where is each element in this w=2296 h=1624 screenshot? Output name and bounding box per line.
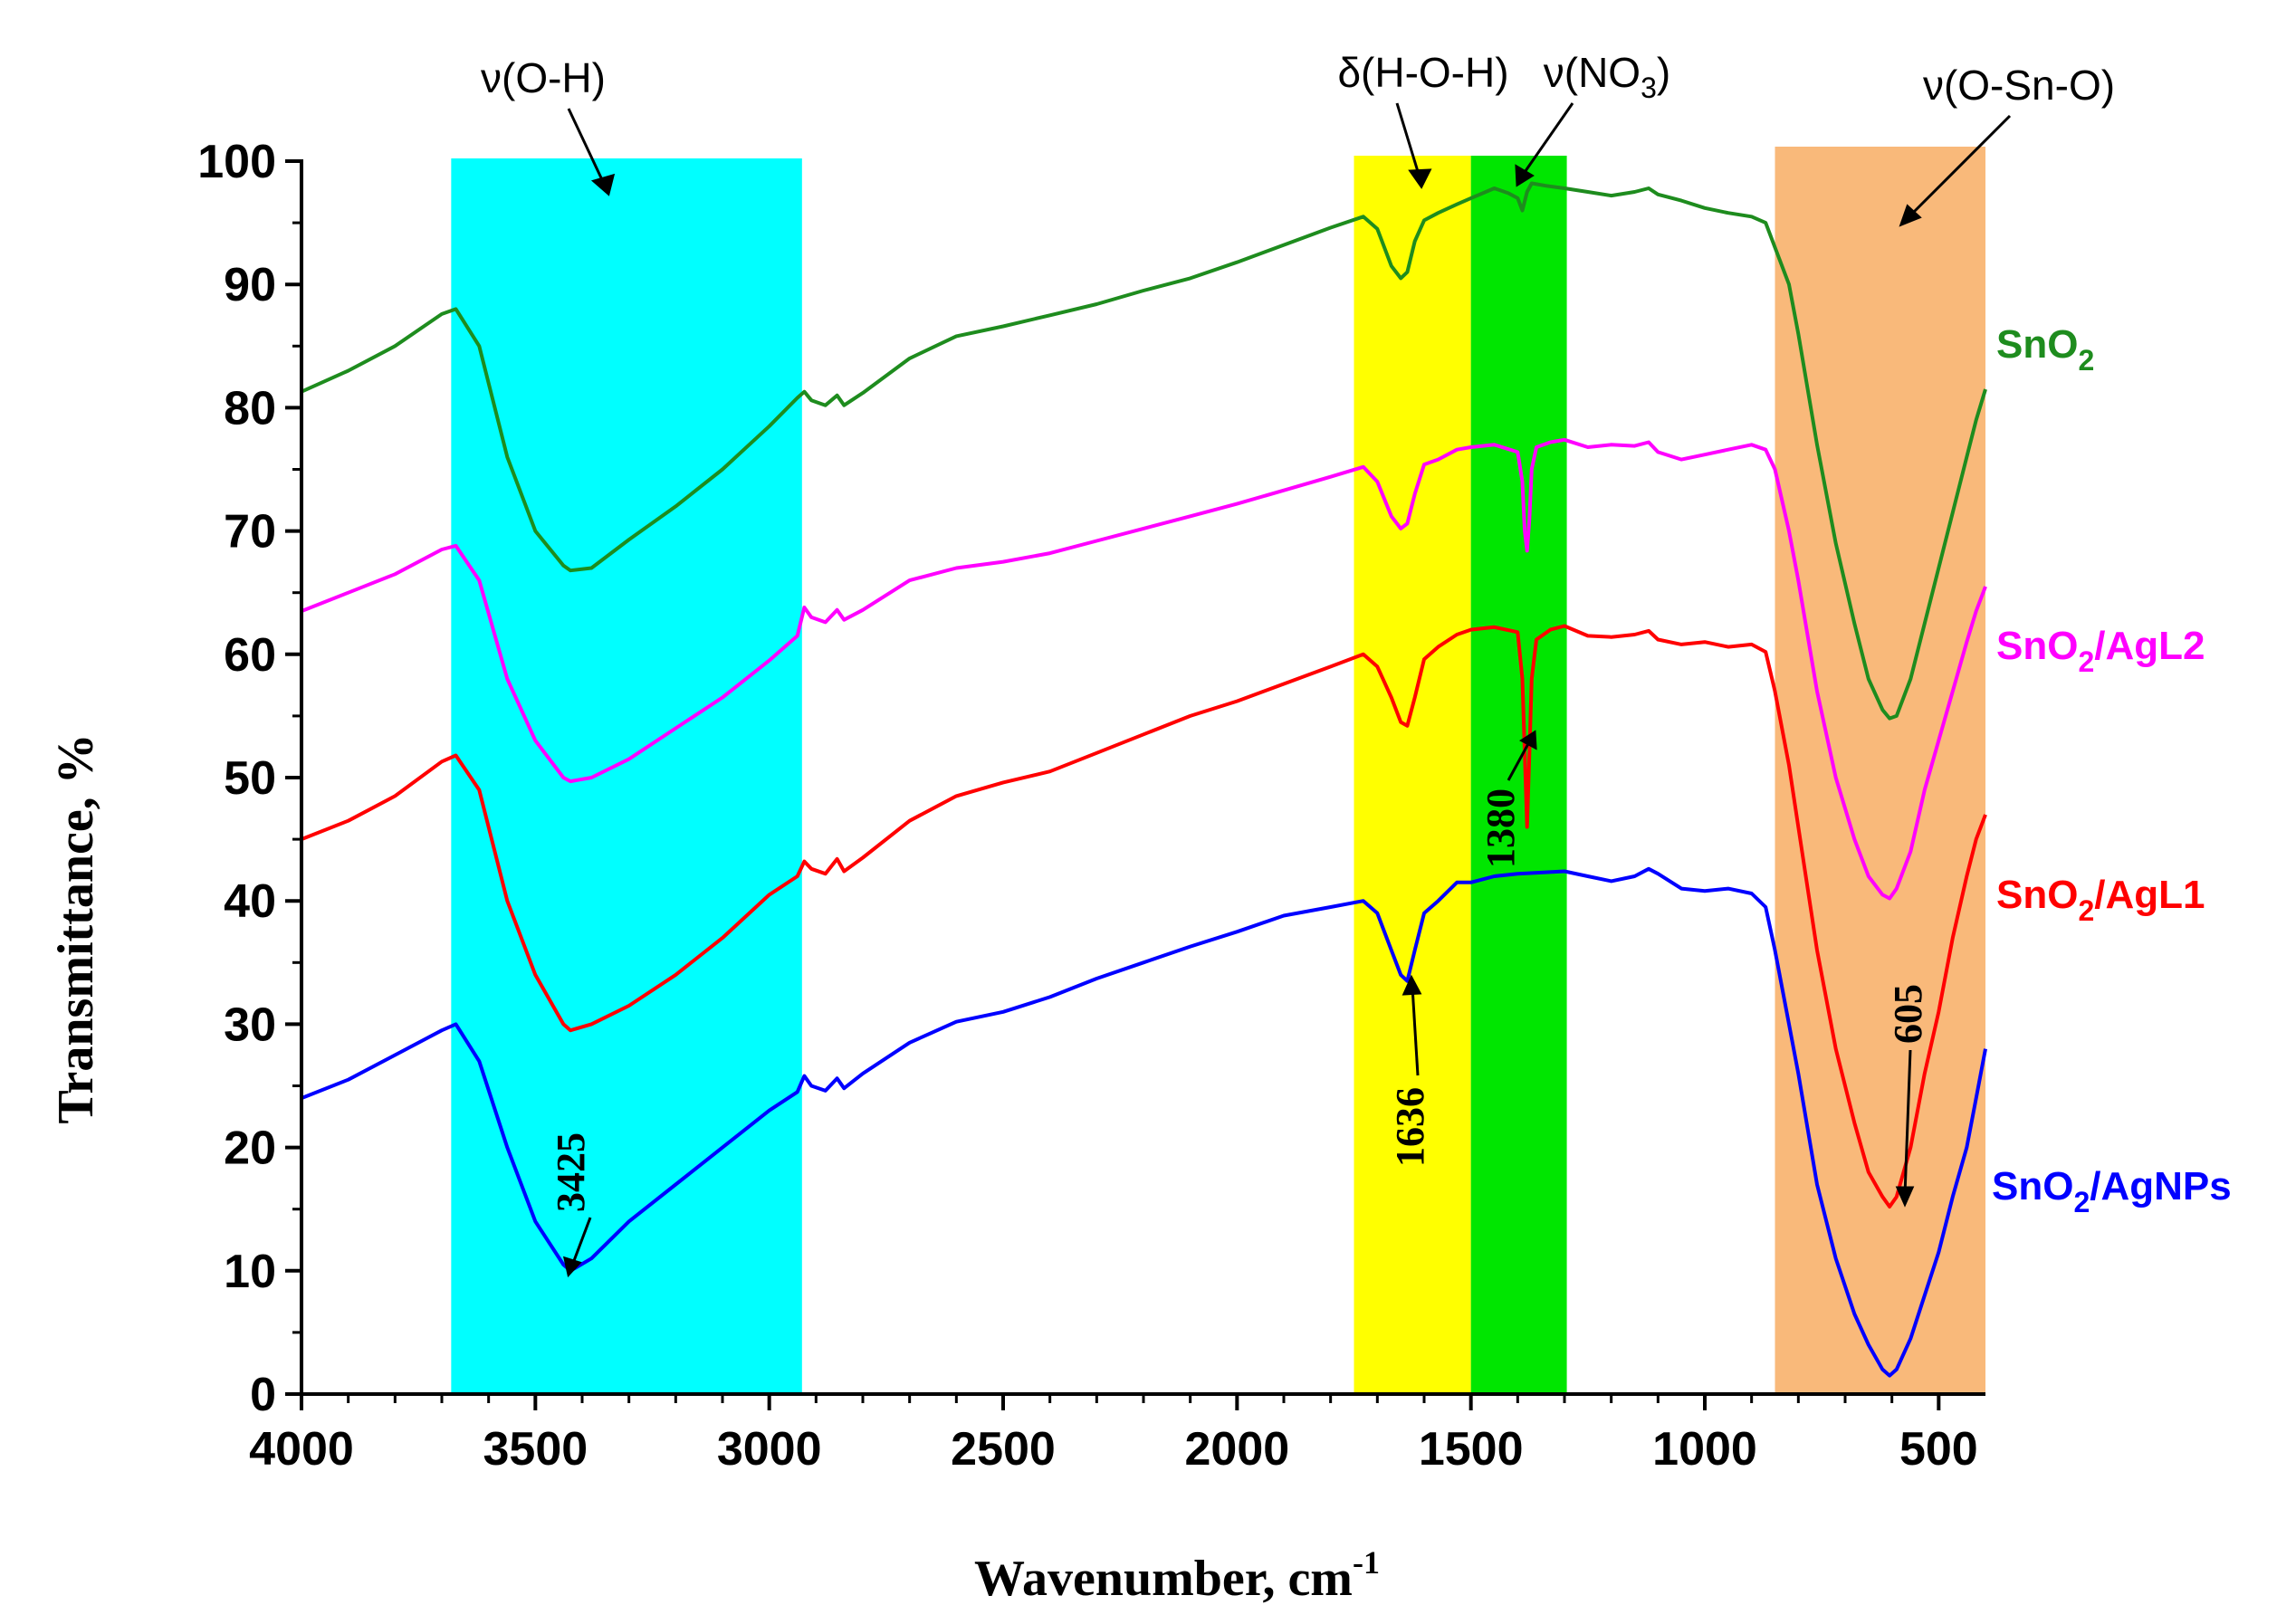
axes-layer: 0 10 20 30 40 50 60 70 80 90 100 4000 3500 3000 2500 20… <box>197 136 1985 1476</box>
series-line-sno2-agnps <box>301 866 1987 1378</box>
x-tick-label-500: 500 <box>1899 1423 1978 1476</box>
legend-label-base-sno2-agnps: SnO <box>1992 1164 2073 1208</box>
band-layer <box>451 147 1985 1394</box>
y-tick-label-80: 80 <box>224 382 276 435</box>
arrow-hoh-head <box>1408 168 1432 189</box>
legend-label-base-sno2: SnO <box>1996 322 2078 367</box>
band-hoh <box>1354 156 1471 1394</box>
x-tick-label-3500: 3500 <box>483 1423 588 1476</box>
band-no3 <box>1470 156 1567 1394</box>
peak-label-605: 605 <box>1886 984 1930 1044</box>
arrow-osno-head <box>1899 204 1922 227</box>
peak-arrows <box>562 730 1915 1278</box>
y-tick-label-30: 30 <box>224 998 276 1051</box>
band-label-osno: ν(O-Sn-O) <box>1923 62 2115 109</box>
legend-label-rest-sno2-agnps: /AgNPs <box>2090 1164 2231 1208</box>
x-tick-label-2000: 2000 <box>1184 1423 1289 1476</box>
legend-label-sno2-agl1: SnO2/AgL1 <box>1996 873 2205 927</box>
legend-label-sno2-agl2: SnO2/AgL2 <box>1996 624 2205 678</box>
arrow-oh <box>567 108 607 186</box>
arrow-osno <box>1907 114 2012 219</box>
legend-label-sno2-agnps: SnO2/AgNPs <box>1992 1164 2232 1218</box>
x-tick-label-3000: 3000 <box>717 1423 822 1476</box>
y-tick-label-50: 50 <box>224 752 276 805</box>
peak-label-3425: 3425 <box>549 1132 593 1212</box>
legend-label-sub-sno2-agl2: 2 <box>2078 645 2094 678</box>
series-line-sno2-agl2 <box>301 437 1987 901</box>
arrow-hoh <box>1395 102 1421 178</box>
series-line-sno2 <box>301 181 1987 721</box>
band-label-no3-sub: 3 <box>1641 72 1657 104</box>
series-line-sno2-agl1 <box>301 624 1987 1208</box>
band-label-no3-prefix: ν(NO <box>1544 49 1641 96</box>
band-label-oh: ν(O-H) <box>481 54 606 101</box>
x-tick-label-2500: 2500 <box>951 1423 1056 1476</box>
peak-arrow-3425-head <box>562 1256 582 1278</box>
y-tick-label-70: 70 <box>224 506 276 559</box>
legend-label-base-sno2-agl1: SnO <box>1996 873 2078 917</box>
band-label-hoh: δ(H-O-H) <box>1337 49 1508 96</box>
peak-label-1380: 1380 <box>1478 788 1523 868</box>
band-arrows <box>567 102 2012 227</box>
band-osno <box>1775 147 1985 1394</box>
x-tick-label-4000: 4000 <box>249 1423 354 1476</box>
x-axis-title-sup: -1 <box>1353 1544 1380 1581</box>
peak-arrow-1636 <box>1411 986 1420 1076</box>
legend-label-base-sno2-agl2: SnO <box>1996 624 2078 668</box>
peak-arrow-1380 <box>1507 740 1532 781</box>
legend-label-sub-sno2-agl1: 2 <box>2078 894 2094 927</box>
peak-arrow-605-head <box>1895 1186 1915 1208</box>
band-label-no3-suffix: ) <box>1657 49 1670 96</box>
y-tick-label-60: 60 <box>224 629 276 682</box>
legend-label-sub-sno2-agnps: 2 <box>2073 1186 2090 1218</box>
y-tick-label-40: 40 <box>224 875 276 928</box>
y-axis-title: Transmittance, % <box>48 733 104 1123</box>
band-label-no3: ν(NO3) <box>1544 49 1670 104</box>
legend-label-sub-sno2: 2 <box>2078 344 2094 377</box>
peak-label-1636: 1636 <box>1388 1087 1432 1167</box>
legend-label-rest-sno2-agl2: /AgL2 <box>2094 624 2205 668</box>
arrow-no3-head <box>1515 164 1535 187</box>
y-tick-label-100: 100 <box>197 136 276 188</box>
peak-arrow-1636-head <box>1402 974 1422 996</box>
x-tick-label-1000: 1000 <box>1652 1423 1757 1476</box>
x-axis-title-text: Wavenumber, cm <box>974 1551 1353 1607</box>
peak-arrow-605 <box>1903 1049 1912 1196</box>
legend-label-sno2: SnO2 <box>1996 322 2094 377</box>
series-layer <box>301 181 1987 1378</box>
annotation-layer: ν(O-H) δ(H-O-H) ν(NO3) ν(O-Sn-O) 3425 16… <box>48 49 2115 1607</box>
y-tick-label-10: 10 <box>224 1246 276 1298</box>
y-tick-label-90: 90 <box>224 259 276 311</box>
y-tick-label-0: 0 <box>250 1369 276 1421</box>
arrow-oh-head <box>590 173 616 196</box>
y-tick-label-20: 20 <box>224 1122 276 1175</box>
band-oh <box>451 158 802 1394</box>
peak-arrow-3425 <box>570 1217 592 1266</box>
x-axis-title: Wavenumber, cm-1 <box>974 1544 1380 1607</box>
legend-label-rest-sno2-agl1: /AgL1 <box>2094 873 2205 917</box>
x-tick-label-1500: 1500 <box>1419 1423 1524 1476</box>
arrow-no3 <box>1519 102 1574 178</box>
peak-arrow-1380-head <box>1519 730 1537 750</box>
